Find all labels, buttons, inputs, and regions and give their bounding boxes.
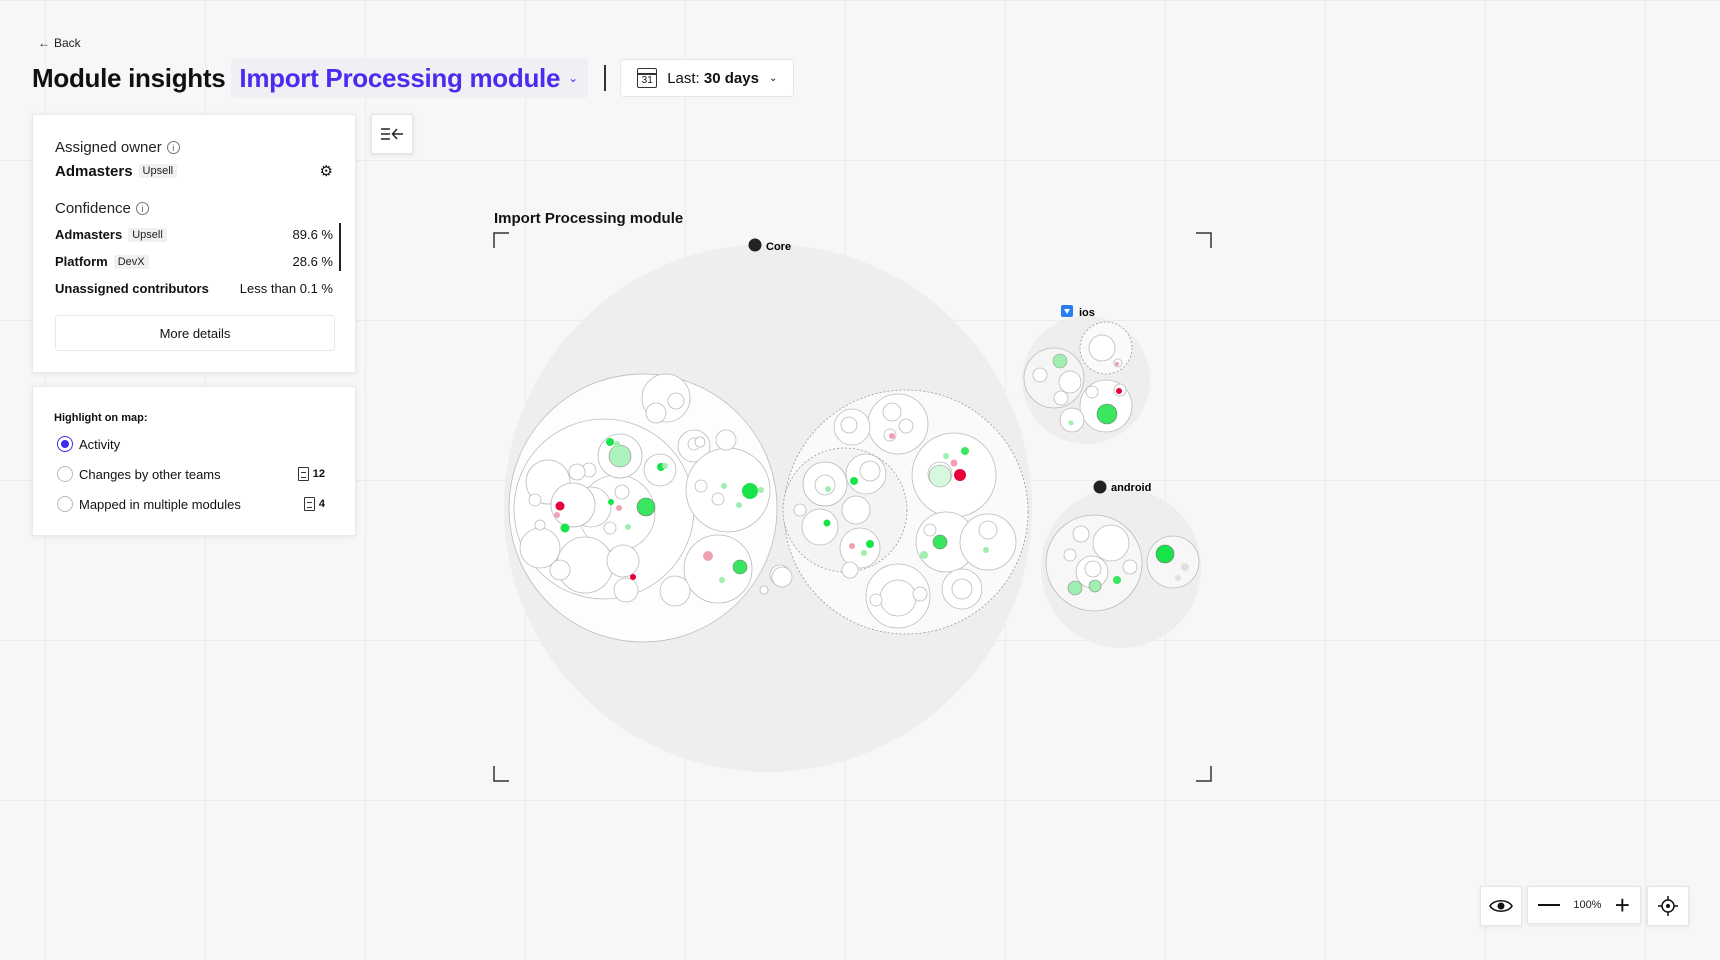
repo-ios-label[interactable]: ios xyxy=(1061,305,1095,319)
document-icon xyxy=(297,467,309,481)
activity-markers xyxy=(1067,544,1189,596)
activity-markers xyxy=(1052,353,1122,426)
github-icon xyxy=(1093,480,1107,494)
highlight-option-multiple[interactable]: Mapped in multiple modules 4 xyxy=(57,493,325,515)
activity-markers xyxy=(823,433,989,559)
highlight-option-activity[interactable]: Activity xyxy=(57,433,325,455)
repo-core-label[interactable]: Core xyxy=(748,238,792,254)
confidence-name: Unassigned contributors xyxy=(55,281,209,296)
option-count: 4 xyxy=(318,498,325,510)
zoom-level: 100% xyxy=(1573,899,1602,911)
recenter-button[interactable] xyxy=(1647,886,1689,926)
map-title: Import Processing module xyxy=(494,210,684,227)
back-link[interactable]: ← Back xyxy=(38,36,81,50)
repo-name: android xyxy=(1111,482,1151,494)
module-name: Import Processing module xyxy=(239,62,561,93)
back-label: Back xyxy=(54,36,81,50)
owner-panel: Assigned owner i Admasters Upsell ⚙ Conf… xyxy=(32,114,356,373)
confidence-row: Admasters Upsell 89.6 % xyxy=(55,221,333,248)
eye-icon xyxy=(1489,899,1513,913)
repo-name: ios xyxy=(1079,307,1095,319)
assigned-owner-label: Assigned owner i xyxy=(55,139,333,156)
date-range-label: Last: 30 days xyxy=(667,70,759,87)
option-count: 12 xyxy=(312,468,325,480)
zoom-out-button[interactable] xyxy=(1538,904,1560,906)
module-selector[interactable]: Import Processing module ⌄ xyxy=(231,58,589,98)
gear-icon[interactable]: ⚙ xyxy=(319,163,333,180)
date-prefix: Last: xyxy=(667,69,700,87)
radio-button[interactable] xyxy=(57,436,73,452)
radio-button[interactable] xyxy=(57,466,73,482)
confidence-name: Admasters xyxy=(55,227,123,242)
repo-core-circle[interactable] xyxy=(504,244,1032,772)
option-label: Activity xyxy=(79,436,121,452)
file-circle[interactable] xyxy=(771,566,793,588)
confidence-value: Less than 0.1 % xyxy=(239,281,333,296)
swift-icon xyxy=(1061,305,1073,317)
page-header: Module insights Import Processing module… xyxy=(32,58,795,98)
collapse-panel-icon xyxy=(381,128,403,140)
repo-android-label[interactable]: android xyxy=(1093,480,1152,495)
option-label: Mapped in multiple modules xyxy=(79,496,241,512)
crosshair-icon xyxy=(1658,896,1678,916)
team-tag: DevX xyxy=(113,254,149,269)
chevron-down-icon: ⌄ xyxy=(568,71,579,85)
confidence-value: 28.6 % xyxy=(292,254,333,269)
zoom-in-button[interactable]: + xyxy=(1614,890,1630,920)
repo-ios-circle[interactable] xyxy=(1022,316,1150,444)
team-tag: Upsell xyxy=(128,227,167,242)
owner-name: Admasters xyxy=(55,162,133,180)
activity-markers xyxy=(554,438,764,583)
page-title: Module insights xyxy=(32,62,226,93)
ios-group[interactable] xyxy=(1023,321,1133,433)
chevron-down-icon: ⌄ xyxy=(768,72,778,84)
arrow-left-icon: ← xyxy=(38,36,50,50)
repo-name: Core xyxy=(766,241,791,253)
confidence-value: 89.6 % xyxy=(292,227,333,242)
calendar-icon: 31 xyxy=(637,68,658,88)
scrollbar[interactable] xyxy=(339,223,341,271)
github-icon xyxy=(748,238,762,252)
header-divider xyxy=(604,65,607,91)
option-label: Changes by other teams xyxy=(79,466,221,482)
confidence-list: Admasters Upsell 89.6 % Platform DevX 28.6… xyxy=(55,221,341,302)
confidence-label: Confidence i xyxy=(55,200,333,217)
more-details-button[interactable]: More details xyxy=(55,315,335,351)
collapse-panel-button[interactable] xyxy=(371,114,413,154)
visibility-toggle-button[interactable] xyxy=(1480,886,1522,926)
confidence-text: Confidence xyxy=(55,200,131,217)
highlight-title: Highlight on map: xyxy=(54,412,148,424)
core-group-1[interactable] xyxy=(508,373,791,643)
map-frame xyxy=(493,232,1212,782)
highlight-panel: Highlight on map: Activity Changes by ot… xyxy=(32,386,356,536)
confidence-row: Platform DevX 28.6 % xyxy=(55,248,333,275)
date-value: 30 days xyxy=(703,69,759,87)
core-group-2[interactable] xyxy=(782,389,1029,635)
confidence-name: Platform xyxy=(55,254,108,269)
document-icon xyxy=(303,497,315,511)
confidence-row: Unassigned contributors Less than 0.1 % xyxy=(55,275,333,302)
owner-team-tag: Upsell xyxy=(138,164,178,178)
android-group[interactable] xyxy=(1045,514,1200,612)
info-icon[interactable]: i xyxy=(166,141,180,154)
info-icon[interactable]: i xyxy=(135,202,149,215)
date-range-button[interactable]: 31 Last: 30 days ⌄ xyxy=(620,59,795,97)
assigned-owner-text: Assigned owner xyxy=(55,139,162,156)
zoom-controls: 100% + xyxy=(1527,886,1641,924)
radio-button[interactable] xyxy=(57,496,73,512)
highlight-option-changes[interactable]: Changes by other teams 12 xyxy=(57,463,325,485)
repo-android-circle[interactable] xyxy=(1041,488,1201,648)
